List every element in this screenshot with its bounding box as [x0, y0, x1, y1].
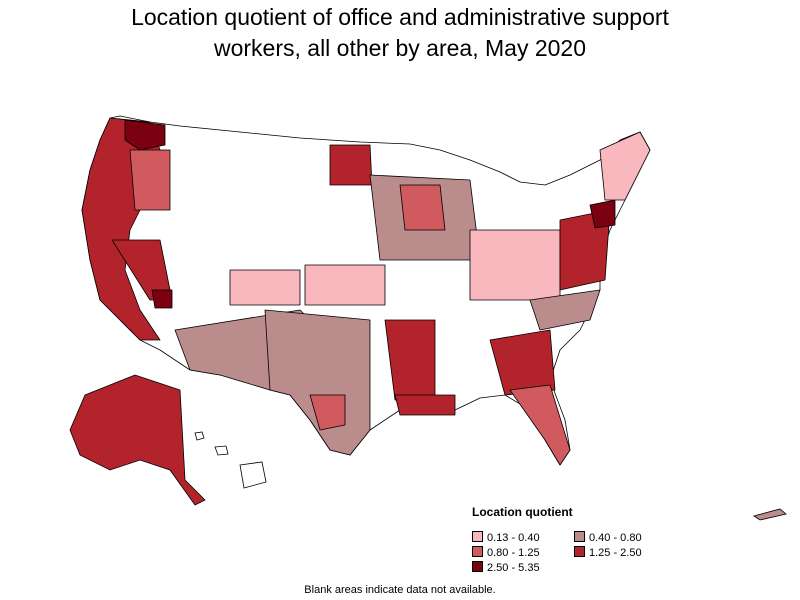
region-colorado: [229, 269, 301, 306]
legend-title: Location quotient: [472, 505, 573, 519]
region-north-dakota: [329, 144, 373, 186]
puerto-rico: [753, 508, 787, 521]
region-texas: [264, 309, 371, 456]
region-kansas: [304, 264, 386, 306]
region-new-england: [599, 131, 651, 201]
region-las-vegas: [151, 289, 173, 309]
legend-item-3: 0.80 - 1.25: [472, 546, 540, 559]
title-line-1: Location quotient of office and administ…: [131, 4, 669, 30]
legend-swatch: [472, 531, 483, 542]
hawaii: [194, 431, 267, 489]
chart-title: Location quotient of office and administ…: [0, 2, 800, 64]
legend-item-4: 1.25 - 2.50: [574, 546, 642, 559]
region-carolinas: [529, 289, 601, 331]
legend-swatch: [574, 531, 585, 542]
region-puget-sound: [124, 119, 166, 151]
legend-swatch: [574, 546, 585, 557]
region-ohio-valley: [469, 229, 561, 301]
legend-swatch: [472, 546, 483, 557]
legend-item-2: 0.40 - 0.80: [574, 531, 642, 544]
contiguous-us: [81, 115, 651, 466]
region-louisiana: [394, 394, 456, 416]
region-texas-east: [309, 394, 346, 431]
region-florida: [509, 384, 571, 466]
legend-swatch: [472, 561, 483, 572]
legend-item-5: 2.50 - 5.35: [472, 561, 540, 574]
legend: Location quotient 0.13 - 0.40 0.40 - 0.8…: [472, 505, 712, 575]
legend-item-1: 0.13 - 0.40: [472, 531, 540, 544]
footnote: Blank areas indicate data not available.: [304, 584, 496, 596]
region-georgia: [489, 329, 556, 396]
title-line-2: workers, all other by area, May 2020: [213, 35, 586, 61]
region-oregon-east: [129, 149, 171, 211]
region-wisconsin: [399, 184, 446, 231]
region-new-york-city: [589, 199, 616, 229]
alaska: [69, 374, 206, 506]
